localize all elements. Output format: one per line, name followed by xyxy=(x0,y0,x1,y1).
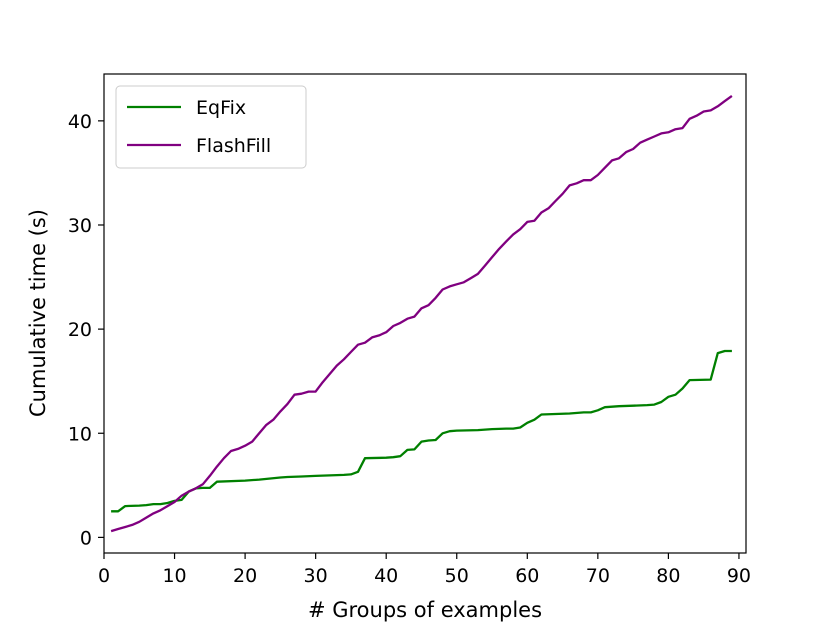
x-tick-label: 60 xyxy=(515,565,539,587)
x-tick-label: 0 xyxy=(98,565,110,587)
x-tick-label: 50 xyxy=(445,565,469,587)
legend-label-eqfix: EqFix xyxy=(196,97,246,119)
y-tick-label: 0 xyxy=(80,527,92,549)
plot-frame xyxy=(103,73,747,554)
y-tick-label: 20 xyxy=(68,319,92,341)
x-tick-label: 20 xyxy=(233,565,257,587)
y-axis-label: Cumulative time (s) xyxy=(26,209,50,417)
y-axis: 0 10 20 30 40 xyxy=(68,111,104,549)
x-axis-label: # Groups of examples xyxy=(308,598,542,622)
series-line-flashfill xyxy=(110,94,733,533)
x-tick-label: 80 xyxy=(656,565,680,587)
legend-label-flashfill: FlashFill xyxy=(196,135,271,157)
y-tick-label: 30 xyxy=(68,215,92,237)
x-tick-label: 40 xyxy=(374,565,398,587)
x-axis: 0 10 20 30 40 50 60 70 80 90 xyxy=(98,553,751,587)
series-layer xyxy=(110,94,733,533)
x-tick-label: 30 xyxy=(304,565,328,587)
y-tick-label: 40 xyxy=(68,111,92,133)
x-tick-label: 10 xyxy=(162,565,186,587)
x-tick-label: 70 xyxy=(586,565,610,587)
legend: EqFix FlashFill xyxy=(115,85,307,169)
y-tick-label: 10 xyxy=(68,423,92,445)
x-tick-label: 90 xyxy=(727,565,751,587)
